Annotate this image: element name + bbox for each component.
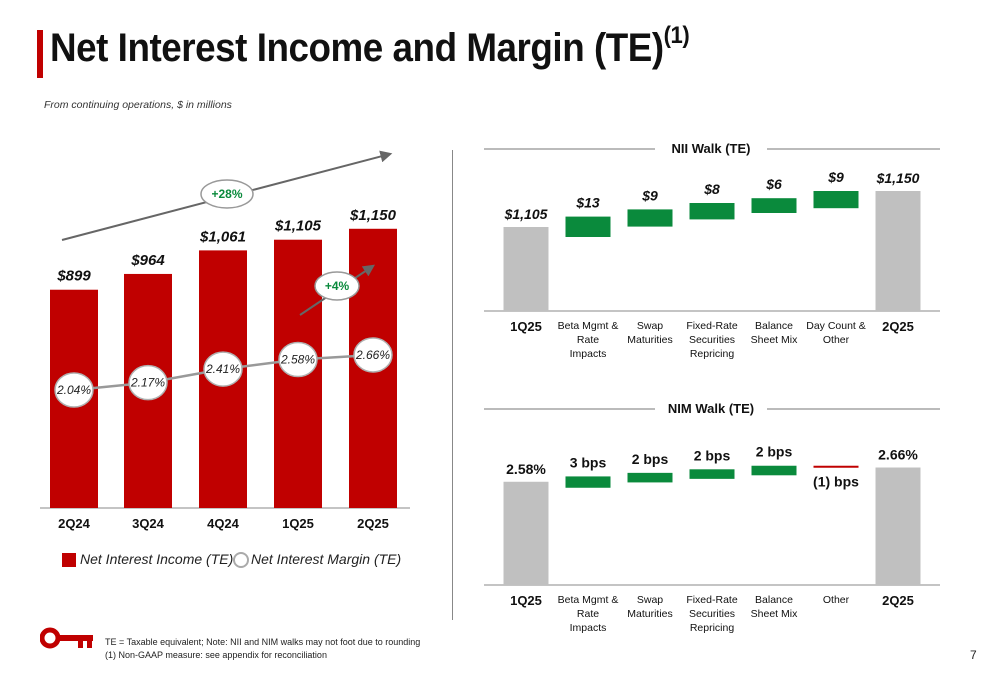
nim-x-tick-2-1: Maturities [627,608,673,620]
nim-x-tick-1-1: Rate [577,608,599,620]
nim-x-tick-4-0: Balance [755,594,793,606]
nim-point-2Q25 [353,337,393,373]
nii-bar-4 [751,198,797,213]
footnote-te: TE = Taxable equivalent; Note: NII and N… [105,637,421,647]
nim-x-tick-1-0: Beta Mgmt & [558,594,619,606]
key-icon [39,626,96,655]
nim-bar-4 [751,465,797,476]
nii-bar-label-2Q24: $899 [56,268,91,285]
x-tick-2Q25: 2Q25 [357,516,389,531]
annotation-bubble-yoy [200,179,254,209]
nii-bar-0 [503,227,549,311]
footnote-non-gaap: (1) Non-GAAP measure: see appendix for r… [105,650,327,660]
nim-point-4Q24 [203,351,243,387]
nii-x-tick-2-1: Maturities [627,334,673,346]
nim-x-tick-2-0: Swap [637,594,663,606]
nii-x-tick-3-2: Repricing [690,348,735,360]
nii-bar-label-2Q25: $1,150 [349,207,397,224]
nim-label-2Q24: 2.04% [56,383,91,397]
nii-bar-label-3Q24: $964 [130,252,165,269]
nim-point-3Q24 [128,364,168,401]
nim-label-3Q24: 2.17% [130,376,165,390]
nim-x-tick-4-1: Sheet Mix [751,608,798,620]
nim-x-tick-3-0: Fixed-Rate [686,594,738,606]
legend-label-nim: Net Interest Margin (TE) [251,551,402,567]
title-superscript: (1) [663,22,690,49]
nim-x-tick-5: Other [823,594,850,606]
nii-value-label-1: $13 [575,195,600,211]
annotation-bubble-qoq [314,271,360,301]
nii-value-label-0: $1,105 [504,206,548,222]
nii-bar-2 [627,209,673,227]
annotation-yoy: +28% [211,187,242,201]
nim-bar-1 [565,476,611,488]
nii-value-label-4: $6 [765,176,782,192]
page-title: Net Interest Income and Margin (TE)(1) [50,22,690,70]
nim-label-1Q25: 2.58% [280,352,315,366]
nii-x-tick-3-1: Securities [689,334,735,346]
nii-value-label-5: $9 [827,169,844,185]
nii-x-tick-1-1: Rate [577,334,599,346]
nii-bar-3 [689,203,735,220]
nii-value-label-6: $1,150 [876,170,920,186]
x-tick-1Q25: 1Q25 [282,516,314,531]
nim-bar-2 [627,472,673,483]
nii-x-tick-1-0: Beta Mgmt & [558,320,619,332]
nii-x-tick-4-0: Balance [755,320,793,332]
legend-swatch-nim [233,552,249,568]
nim-walk-title: NIM Walk (TE) [668,401,754,416]
nii-x-tick-6: 2Q25 [882,319,914,334]
nim-x-tick-3-2: Repricing [690,622,735,634]
nim-bar-0 [503,481,549,585]
nim-step-5 [813,465,859,468]
nim-x-tick-1-2: Impacts [570,622,607,634]
nim-point-1Q25 [278,341,318,378]
page-subtitle: From continuing operations, $ in million… [44,99,232,111]
nii-bar-label-4Q24: $1,061 [199,228,246,245]
nii-walk-title: NII Walk (TE) [672,141,751,156]
nii-bar-label-1Q25: $1,105 [274,218,322,235]
annotation-qoq: +4% [325,279,350,293]
x-tick-2Q24: 2Q24 [58,516,91,531]
x-tick-3Q24: 3Q24 [132,516,165,531]
nim-value-label-3: 2 bps [694,447,731,463]
nii-value-label-3: $8 [703,181,720,197]
nim-value-label-6: 2.66% [878,447,918,463]
page-number: 7 [970,648,977,662]
nim-x-tick-6: 2Q25 [882,593,914,608]
title-accent-bar [37,30,43,78]
nim-bar-3 [689,469,735,479]
nim-label-2Q25: 2.66% [355,348,390,362]
nii-x-tick-3-0: Fixed-Rate [686,320,738,332]
legend-swatch-nii [62,553,76,567]
nim-value-label-4: 2 bps [756,444,793,460]
panel-divider [452,150,453,620]
nii-x-tick-5-1: Other [823,334,850,346]
nii-x-tick-4-1: Sheet Mix [751,334,798,346]
nii-x-tick-5-0: Day Count & [806,320,866,332]
nii-bar-1 [565,216,611,237]
nii-value-label-2: $9 [641,187,658,203]
nii-x-tick-0: 1Q25 [510,319,542,334]
nii-bar-5 [813,191,859,209]
nim-x-tick-0: 1Q25 [510,593,542,608]
nim-x-tick-3-1: Securities [689,608,735,620]
nim-label-4Q24: 2.41% [205,362,240,376]
x-tick-4Q24: 4Q24 [207,516,240,531]
legend-label-nii: Net Interest Income (TE) [80,551,234,567]
nim-point-2Q24 [54,372,94,408]
nim-value-label-5: (1) bps [813,474,859,490]
nii-x-tick-1-2: Impacts [570,348,607,360]
nim-value-label-1: 3 bps [570,454,607,470]
nim-value-label-2: 2 bps [632,451,669,467]
nim-value-label-0: 2.58% [506,461,546,477]
nii-bar-6 [875,191,921,311]
nim-bar-6 [875,467,921,585]
nii-x-tick-2-0: Swap [637,320,663,332]
